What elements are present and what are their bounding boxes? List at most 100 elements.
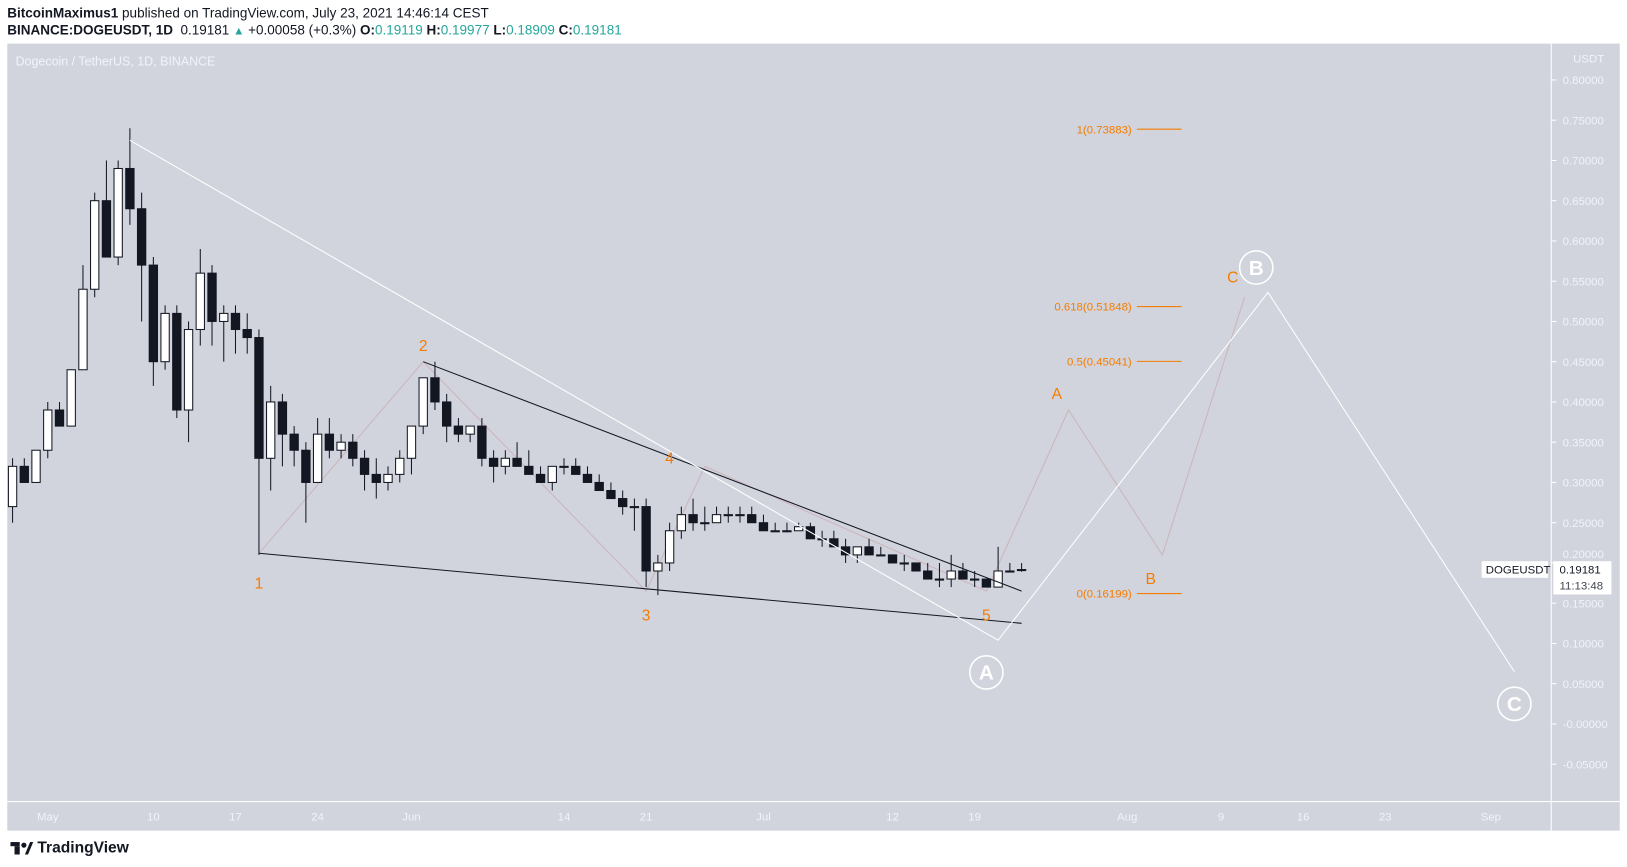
- candle-down: [19, 465, 29, 483]
- candle-up: [1005, 570, 1015, 573]
- wave-circle: [968, 655, 1004, 690]
- candle-down: [805, 526, 816, 540]
- candle-up: [735, 514, 745, 517]
- triangle-up-icon: ▲: [233, 24, 245, 38]
- high-label: H:: [426, 21, 441, 38]
- x-tick-label: May: [37, 811, 59, 823]
- candle-up: [876, 554, 886, 557]
- circled-wave-label: A: [979, 662, 994, 685]
- wedge-trendline: [258, 552, 1022, 624]
- candle-down: [359, 457, 370, 475]
- bar-countdown-text: 11:13:48: [1560, 580, 1604, 592]
- candle-up: [793, 526, 804, 532]
- candle-down: [148, 264, 159, 363]
- candle-down: [887, 554, 898, 564]
- candle-up: [266, 401, 276, 459]
- candle-down: [430, 377, 440, 403]
- x-tick-label: 21: [640, 811, 653, 823]
- candle-up: [113, 167, 123, 258]
- candle-down: [641, 506, 651, 572]
- y-tick-label: 0.50000: [1563, 317, 1604, 329]
- symbol-price-tag: [1481, 561, 1549, 578]
- x-tick-label: Jul: [756, 811, 771, 823]
- candle-up: [465, 425, 475, 435]
- candle-down: [477, 425, 487, 459]
- x-tick-label: 19: [968, 811, 981, 823]
- wave-count-path: [258, 297, 1246, 593]
- fib-level-label: 0.5(0.45041): [1067, 357, 1132, 369]
- candle-up: [969, 578, 980, 581]
- candle-down: [54, 409, 65, 427]
- candle-down: [277, 401, 288, 435]
- candle-up: [336, 441, 346, 451]
- candle-down: [688, 514, 698, 524]
- y-tick-label: 0.20000: [1563, 549, 1604, 561]
- published-text: published on TradingView.com, July 23, 2…: [122, 5, 489, 21]
- candle-down: [923, 570, 933, 580]
- candle-down: [348, 441, 358, 459]
- candle-up: [383, 473, 393, 483]
- candle-down: [911, 562, 921, 572]
- candle-up: [78, 288, 88, 371]
- candle-up: [852, 546, 862, 556]
- candle-up: [934, 578, 945, 581]
- candle-down: [535, 473, 546, 483]
- fib-level-label: 0(0.16199): [1077, 589, 1132, 601]
- wave-label: 3: [642, 607, 651, 624]
- candle-down: [840, 546, 851, 556]
- candle-down: [242, 328, 252, 339]
- candle-down: [453, 425, 464, 435]
- logo-text: TradingView: [37, 838, 129, 857]
- candle-down: [512, 457, 522, 467]
- candle-down: [582, 473, 593, 483]
- tradingview-logo[interactable]: TradingView: [10, 838, 129, 857]
- candle-down: [289, 433, 299, 451]
- wave-label: 4: [665, 450, 674, 467]
- symbol: BINANCE:DOGEUSDT, 1D: [7, 21, 174, 38]
- y-tick-label: 0.45000: [1563, 357, 1604, 369]
- fib-level-label: 1(0.73883): [1077, 124, 1132, 136]
- wave-label: 1: [255, 575, 264, 592]
- candle-up: [1016, 569, 1027, 572]
- candle-up: [312, 433, 323, 483]
- candle-down: [254, 337, 264, 459]
- y-tick-label: 0.80000: [1563, 75, 1604, 87]
- candle-up: [66, 369, 76, 427]
- last-price: 0.19181: [180, 21, 230, 38]
- candle-down: [301, 449, 311, 483]
- x-tick-label: 24: [311, 811, 324, 823]
- candle-up: [782, 530, 792, 533]
- chart-area[interactable]: [7, 43, 1620, 831]
- candle-down: [524, 465, 534, 475]
- x-tick-label: 17: [229, 811, 242, 823]
- price-axis-currency: USDT: [1573, 53, 1604, 65]
- y-tick-label: 0.75000: [1563, 115, 1604, 127]
- open-label: O:: [359, 21, 375, 38]
- low-label: L:: [493, 21, 507, 38]
- candle-down: [172, 312, 182, 411]
- y-tick-label: 0.30000: [1563, 478, 1604, 490]
- x-tick-label: 9: [1218, 811, 1224, 823]
- y-tick-label: 0.55000: [1563, 276, 1604, 288]
- candle-down: [617, 498, 628, 508]
- candle-up: [711, 514, 722, 524]
- author[interactable]: BitcoinMaximus1: [7, 5, 119, 21]
- publish-info: BitcoinMaximus1 published on TradingView…: [7, 5, 488, 21]
- close-label: C:: [558, 21, 573, 38]
- change: +0.00058 (+0.3%): [248, 21, 357, 38]
- y-tick-label: 0.65000: [1563, 196, 1604, 208]
- candle-up: [700, 522, 710, 525]
- y-tick-label: 0.10000: [1563, 639, 1604, 651]
- candle-down: [981, 578, 992, 588]
- candle-up: [664, 530, 675, 564]
- wave-circle: [1496, 686, 1532, 722]
- y-tick-label: 0.40000: [1563, 397, 1604, 409]
- candle-down: [864, 546, 874, 556]
- wave-label: 2: [419, 338, 428, 355]
- candle-up: [899, 562, 909, 565]
- candle-up: [500, 457, 511, 467]
- candle-down: [606, 489, 616, 500]
- last-price-tag: [1553, 561, 1612, 595]
